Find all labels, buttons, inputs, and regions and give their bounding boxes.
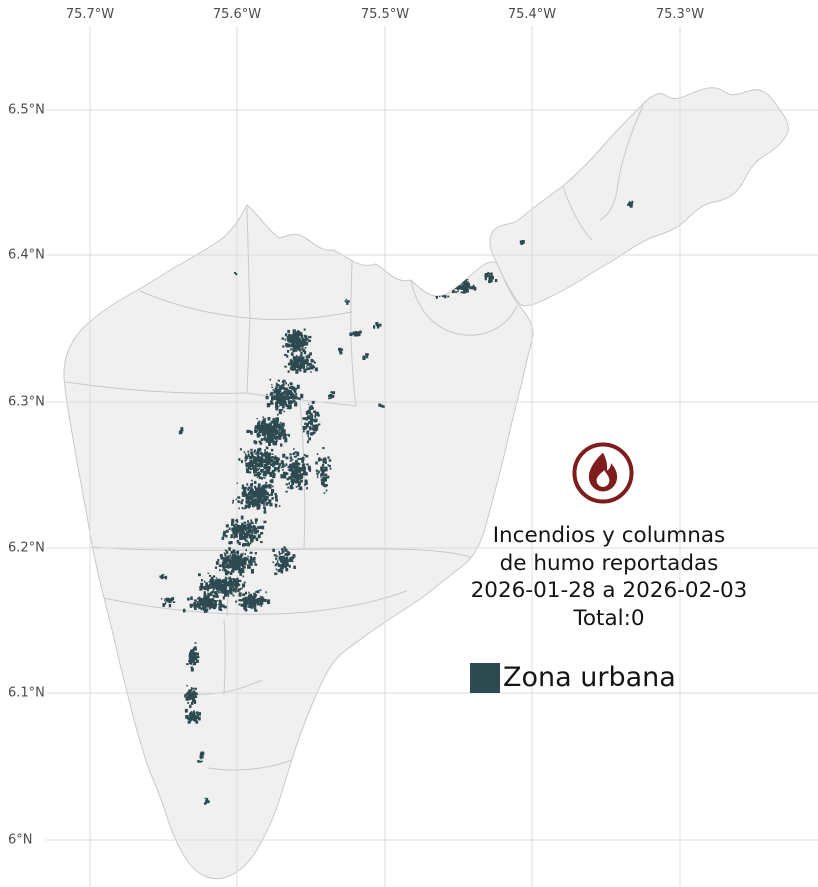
- lon-tick-label: 75.4°W: [507, 7, 557, 22]
- urban-zone-layer: [159, 200, 634, 805]
- graticule-layer: [46, 26, 818, 887]
- fire-icon: [571, 441, 635, 505]
- annotation-line-4: Total:0: [573, 605, 645, 631]
- lon-tick-label: 75.6°W: [212, 7, 262, 22]
- lat-tick-label: 6.3°N: [8, 394, 45, 410]
- lat-tick-label: 6.5°N: [8, 102, 45, 118]
- lat-tick-label: 6.2°N: [8, 540, 45, 556]
- lat-tick-label: 6.4°N: [8, 247, 45, 263]
- lat-tick-label: 6°N: [8, 832, 33, 848]
- lon-tick-label: 75.7°W: [65, 7, 115, 22]
- fire-icon-glyph: [572, 442, 634, 504]
- lat-tick-label: 6.1°N: [8, 685, 45, 701]
- report-annotation: Incendios y columnas de humo reportadas …: [428, 522, 790, 632]
- legend: Zona urbana: [470, 662, 676, 693]
- regions-layer: [63, 87, 789, 880]
- annotation-line-2: de humo reportadas: [499, 550, 719, 576]
- lon-tick-label: 75.3°W: [655, 7, 705, 22]
- lon-tick-label: 75.5°W: [360, 7, 410, 22]
- legend-urban-label: Zona urbana: [503, 662, 676, 693]
- annotation-line-1: Incendios y columnas: [492, 523, 726, 548]
- legend-urban-swatch: [470, 662, 500, 693]
- annotation-line-3: 2026-01-28 a 2026-02-03: [470, 578, 748, 604]
